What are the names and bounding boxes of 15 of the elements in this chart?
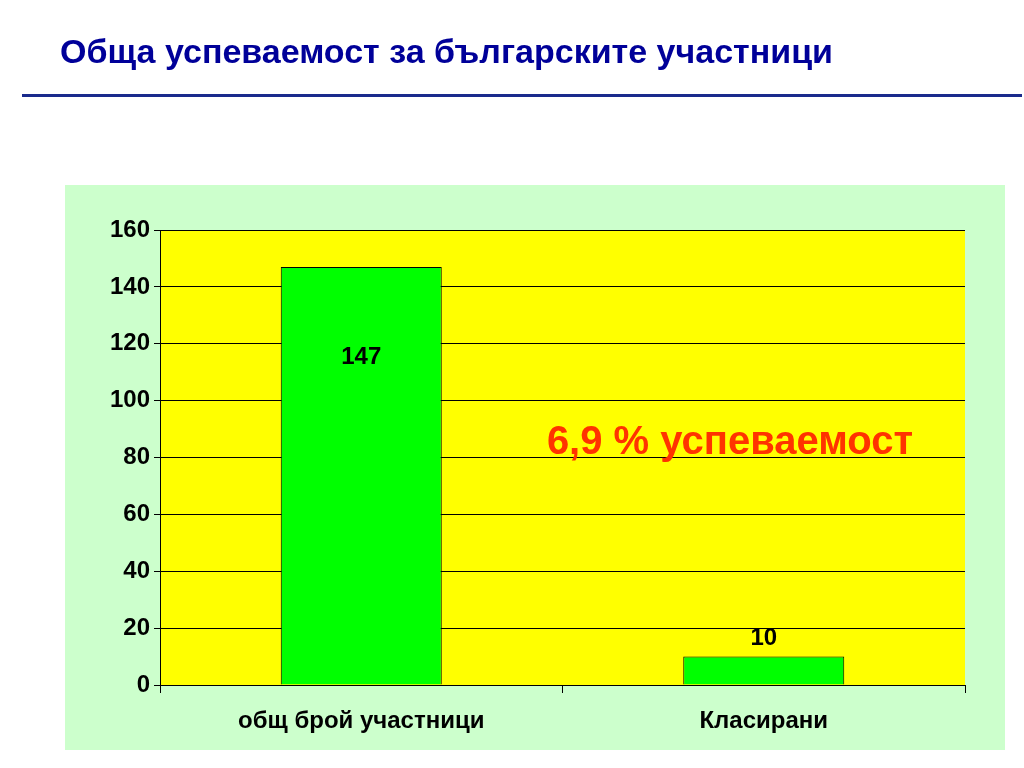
y-tick-label: 20 xyxy=(123,612,150,640)
chart-title: Обща успеваемост за българските участници xyxy=(60,32,833,71)
x-tick-label: общ брой участници xyxy=(238,706,485,734)
y-tick-label: 40 xyxy=(123,555,150,583)
y-tick-label: 120 xyxy=(109,328,150,356)
annotation: 6,9 % успеваемост xyxy=(546,417,914,462)
data-label: 10 xyxy=(750,623,778,651)
y-tick-label: 0 xyxy=(136,669,150,697)
y-tick-label: 100 xyxy=(109,385,150,413)
data-label: 147 xyxy=(341,341,382,369)
y-tick-label: 80 xyxy=(123,442,150,470)
y-tick-label: 160 xyxy=(109,214,150,242)
y-tick-label: 140 xyxy=(109,271,150,299)
y-tick-label: 60 xyxy=(123,499,150,526)
x-tick-label: Класирани xyxy=(699,706,829,734)
